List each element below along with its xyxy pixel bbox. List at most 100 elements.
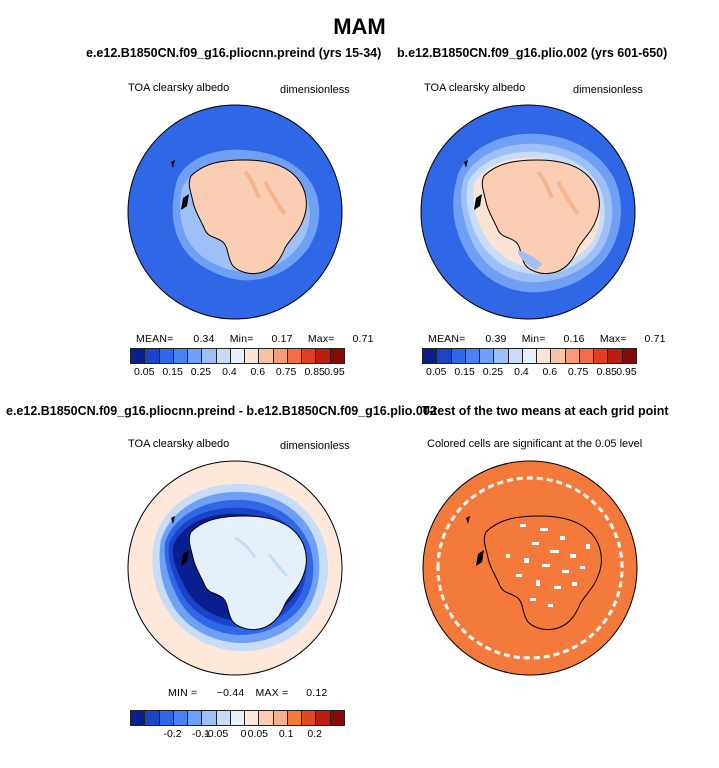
panel1-title: e.e12.B1850CN.f09_g16.pliocnn.preind (yr… [86, 46, 382, 60]
panel2-colorbar-tick-label: 0.05 [426, 366, 447, 378]
panel1-max-label: Max= [307, 333, 335, 345]
panel1-colorbar-tick-label: 0.15 [162, 366, 183, 378]
panel1-colorbar-tick-label: 0.05 [134, 366, 155, 378]
panel2-colorbar-tick-label: 0.85 [596, 366, 617, 378]
panel4-title: T-test of the two means at each grid poi… [422, 404, 669, 418]
panel2-variable: TOA clearsky albedo [424, 82, 526, 94]
panel2-max-value: 0.71 [644, 333, 666, 345]
panel2-colorbar-tick-label: 0.6 [542, 366, 558, 378]
panel3-colorbar-swatch [272, 711, 287, 725]
panel1-colorbar-tick-label: 0.4 [222, 366, 237, 378]
panel1-colorbar-tick-label: 0.25 [190, 366, 212, 378]
panel2-colorbar-tick-label: 0.4 [514, 366, 529, 378]
panel1-colorbar-tick-label: 0.95 [324, 366, 345, 378]
panel2-colorbar [422, 348, 637, 364]
panel1-max-value: 0.71 [352, 333, 374, 345]
panel3-stats: MIN = −0.44 MAX = 0.12 [168, 687, 327, 699]
panel4-variable: Colored cells are significant at the 0.0… [427, 438, 643, 450]
panel2-units: dimensionless [573, 84, 643, 96]
panel1-units: dimensionless [280, 84, 350, 96]
panel2-colorbar-swatch [536, 349, 551, 363]
panel1-variable: TOA clearsky albedo [128, 82, 230, 94]
panel3-min-value: −0.44 [216, 687, 245, 699]
panel1-colorbar-swatch [201, 349, 216, 363]
panel3-colorbar-swatch [244, 711, 259, 725]
panel3-colorbar-tick-label: -0.2 [163, 728, 182, 740]
panel2-mean-label: MEAN= [428, 333, 466, 345]
panel3-colorbar-tick-label: -0.1 [191, 728, 210, 740]
panel1-colorbar-swatch [144, 349, 159, 363]
panel2-colorbar-swatch [423, 349, 437, 363]
panel2-colorbar-tick-label: 0.15 [454, 366, 475, 378]
panel3-title: e.e12.B1850CN.f09_g16.pliocnn.preind - b… [6, 404, 437, 418]
panel2-map [420, 104, 636, 320]
panel3-colorbar-swatch [158, 711, 173, 725]
panel3-colorbar-tick-label: 0.05 [247, 728, 269, 740]
panel2-colorbar-swatch [564, 349, 579, 363]
panel3-colorbar-swatch [258, 711, 273, 725]
panel1-colorbar-tick-label: 0.85 [304, 366, 325, 378]
panel2-colorbar-swatch [493, 349, 508, 363]
panel1-colorbar-swatch [172, 349, 188, 363]
panel2-colorbar-swatch [621, 349, 636, 363]
panel1-colorbar-swatch [187, 349, 202, 363]
panel2-max-label: Max= [599, 333, 627, 345]
panel1-mean-value: 0.34 [193, 333, 215, 345]
panel3-colorbar-swatch [201, 711, 216, 725]
panel3-colorbar-swatch [215, 711, 230, 725]
panel3-map [127, 460, 343, 676]
panel3-max-value: 0.12 [306, 687, 328, 699]
panel1-colorbar-swatch [301, 349, 316, 363]
panel3-colorbar-tick-label: 0 [240, 728, 247, 740]
panel1-colorbar-swatch [244, 349, 259, 363]
panel2-colorbar-swatch [479, 349, 494, 363]
panel3-colorbar-tick-label: 0.2 [307, 728, 322, 740]
panel1-colorbar-tick-label: 0.75 [275, 366, 297, 378]
panel1-colorbar-swatch [286, 349, 302, 363]
panel1-colorbar-swatch [229, 349, 245, 363]
panel4-map [422, 460, 638, 676]
panel1-min-label: Min= [229, 333, 254, 345]
panel1-stats: MEAN= 0.34 Min= 0.17 Max= 0.71 [136, 333, 374, 345]
panel3-colorbar-tick-label: 0.1 [278, 728, 294, 740]
panel3-colorbar-swatch [187, 711, 202, 725]
panel2-colorbar-swatch [436, 349, 451, 363]
panel3-colorbar [130, 710, 345, 726]
panel3-colorbar-tick-label: -0.05 [204, 728, 229, 740]
panel2-title: b.e12.B1850CN.f09_g16.plio.002 (yrs 601-… [397, 46, 668, 60]
panel2-colorbar-swatch [578, 349, 594, 363]
panel1-colorbar-swatch [329, 349, 344, 363]
panel1-map [127, 104, 343, 320]
panel3-colorbar-swatch [131, 711, 145, 725]
panel3-colorbar-swatch [144, 711, 159, 725]
panel1-colorbar-swatch [315, 349, 330, 363]
panel1-colorbar-swatch [131, 349, 145, 363]
panel1-min-value: 0.17 [271, 333, 293, 345]
panel1-colorbar-tick-label: 0.6 [250, 366, 266, 378]
panel3-colorbar-swatch [315, 711, 330, 725]
panel2-colorbar-swatch [507, 349, 522, 363]
panel3-colorbar-swatch [301, 711, 316, 725]
panel1-colorbar [130, 348, 345, 364]
panel2-colorbar-tick-label: 0.75 [567, 366, 589, 378]
panel3-min-label: MIN = [168, 687, 198, 699]
figure-title: MAM [333, 14, 386, 39]
panel1-colorbar-swatch [215, 349, 230, 363]
panel2-stats: MEAN= 0.39 Min= 0.16 Max= 0.71 [428, 333, 666, 345]
panel3-colorbar-swatch [286, 711, 302, 725]
panel2-colorbar-tick-label: 0.25 [482, 366, 504, 378]
panel2-colorbar-swatch [593, 349, 608, 363]
panel3-colorbar-swatch [229, 711, 245, 725]
panel2-min-value: 0.16 [563, 333, 585, 345]
panel3-colorbar-swatch [329, 711, 344, 725]
panel2-min-label: Min= [521, 333, 546, 345]
panel1-colorbar-swatch [272, 349, 287, 363]
panel2-mean-value: 0.39 [485, 333, 507, 345]
panel2-colorbar-swatch [464, 349, 480, 363]
panel2-colorbar-tick-label: 0.95 [616, 366, 637, 378]
panel1-colorbar-swatch [258, 349, 273, 363]
panel2-colorbar-swatch [521, 349, 537, 363]
panel2-colorbar-swatch [607, 349, 622, 363]
panel3-max-label: MAX = [255, 687, 289, 699]
panel2-colorbar-swatch [550, 349, 565, 363]
